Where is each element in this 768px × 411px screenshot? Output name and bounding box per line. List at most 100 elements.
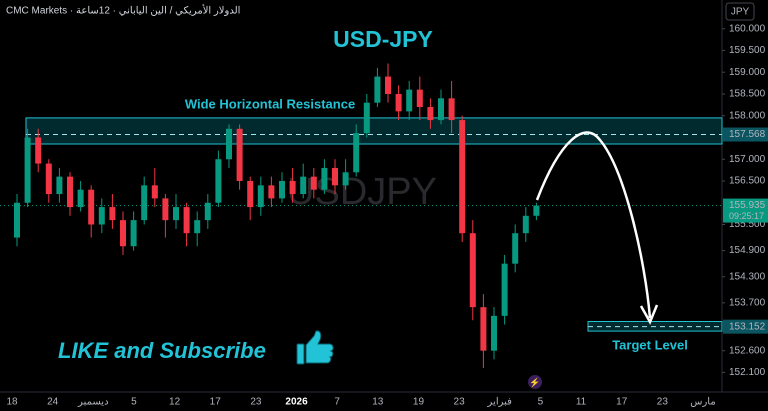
candle-body [406,89,413,112]
candle-body [162,198,169,221]
candle-body [512,233,519,264]
x-tick-label: 18 [6,397,18,408]
y-tick-label: 156.500 [729,176,766,187]
candle-body [247,180,254,208]
candle-body [88,189,95,225]
currency-button[interactable] [725,2,755,21]
candle-body [236,128,243,181]
candle-body [141,185,148,221]
candle-body [342,172,349,186]
candle-body [522,215,529,234]
target-price-box [723,319,768,334]
candle-body [45,163,52,195]
y-tick-label: 153.700 [729,297,766,308]
candle-body [67,176,73,208]
candle-body [194,220,201,234]
candle-body [257,185,264,208]
cta: LIKE and Subscribe [58,338,266,363]
target-price: 153.152 [729,321,766,332]
candle-body [226,128,232,160]
y-tick-label: 152.100 [729,367,766,378]
candle-body [469,233,476,308]
resistance-zone [25,117,723,145]
candle-body [353,133,360,173]
y-tick-label: 159.500 [729,45,766,56]
candle-body [120,220,126,247]
x-tick-label: 24 [47,397,59,408]
x-tick-label: فبراير [487,397,513,408]
chart-title: USD-JPY [333,26,433,52]
y-tick-label: 154.900 [729,245,766,256]
candle-body [459,120,466,234]
event-icon-glyph: ⚡ [529,376,540,388]
target-label: Target Level [612,337,688,352]
candle-body [98,207,105,225]
last-price: 155.935 [729,200,766,211]
candle-body [279,180,285,199]
x-tick-label: 13 [372,397,384,408]
candle-body [215,159,222,203]
x-tick-label: 19 [413,397,425,408]
x-tick-label: 23 [454,397,466,408]
candle-body [173,207,179,221]
x-tick-label: 5 [131,397,137,408]
y-tick-label: 158.000 [729,110,766,121]
resistance-label: Wide Horizontal Resistance [185,96,355,111]
candle-body [395,93,402,112]
x-tick-label: 17 [616,397,628,408]
candle-body [14,202,20,238]
candle-body [448,98,455,121]
resistance-price-box [723,127,768,142]
candle-body [501,263,508,316]
candle-body [300,176,307,195]
y-tick-label: 152.600 [729,345,766,356]
last-price-box [723,198,768,223]
candle-body [310,176,317,190]
countdown: 09:25:17 [729,211,764,221]
x-tick-label: مارس [690,397,715,408]
thumbs-up-icon [296,330,334,365]
candle-body [427,107,434,121]
y-tick-label: 154.300 [729,271,766,282]
candle-body [289,180,296,195]
candle-body [438,98,444,121]
candle-body [35,137,42,164]
y-tick-label: 160.000 [729,23,766,34]
watermark: USDJPY [287,171,437,213]
x-tick-label: ديسمبر [77,397,108,408]
candle-body [374,76,381,103]
x-tick-label: 2026 [285,397,308,408]
y-tick-label: 159.000 [729,67,766,78]
candle-body [332,167,338,186]
candle-body [24,137,31,203]
candle-body [151,185,158,199]
candle-body [56,176,63,195]
candle-body [268,185,275,199]
x-tick-label: 5 [538,397,544,408]
x-tick-label: 12 [169,397,181,408]
arrow-head [639,304,659,325]
candle-body [77,189,84,208]
candle-body [109,207,116,221]
candle-body [363,102,370,134]
forecast-arrow [535,131,652,319]
x-tick-label: 7 [334,397,340,408]
x-tick-label: 11 [576,397,587,408]
candle-body [491,315,497,351]
x-tick-label: 17 [210,397,222,408]
currency: JPY [731,7,750,18]
event-icon[interactable] [528,375,542,389]
candle-body [204,202,211,221]
x-tick-label: 23 [250,397,262,408]
y-tick-label: 158.500 [729,89,766,100]
y-tick-label: 155.500 [729,219,766,230]
candle-body [416,89,423,108]
candle-body [480,307,487,351]
candle-body [183,207,190,234]
resistance-price: 157.568 [729,129,766,140]
candle-body [130,220,137,247]
candle-body [321,167,328,190]
source: CMC Markets · الدولار الأمريكي / الين ال… [6,5,240,17]
y-tick-label: 157.000 [729,154,766,165]
